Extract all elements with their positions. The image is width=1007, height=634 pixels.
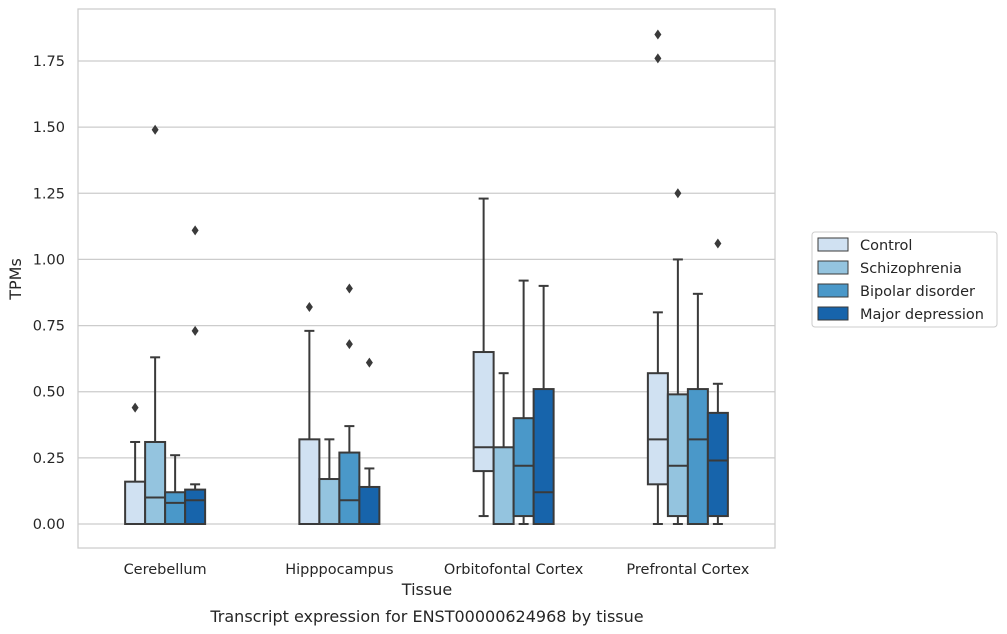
box-iqr	[144, 440, 167, 525]
box-schizophrenia	[492, 372, 515, 526]
box-iqr	[338, 451, 361, 525]
box-bipolar-disorder	[686, 292, 709, 525]
box-iqr	[686, 388, 709, 525]
grid-lines	[78, 60, 775, 525]
box-iqr	[184, 488, 207, 525]
box-control	[124, 402, 147, 526]
box-iqr	[512, 417, 535, 518]
y-tick-label: 1.00	[33, 252, 65, 268]
box-control	[298, 302, 321, 525]
outlier-point	[151, 124, 159, 135]
box-control	[646, 29, 669, 525]
x-axis-ticks: Cerebellum Hipppocampus Orbitofontal Corte…	[124, 562, 750, 578]
outlier-point	[191, 325, 199, 336]
box-iqr	[298, 438, 321, 525]
box-iqr	[492, 446, 515, 526]
box-major-depression	[184, 225, 207, 525]
y-tick-label: 0.50	[33, 385, 65, 401]
box-control	[472, 197, 495, 518]
y-tick-label: 1.75	[33, 54, 65, 70]
plot-area-frame	[77, 8, 776, 549]
x-tick-label: Orbitofontal Cortex	[444, 562, 584, 578]
y-tick-label: 0.75	[33, 319, 65, 335]
box-major-depression	[358, 357, 381, 525]
legend-swatch	[817, 260, 849, 275]
box-schizophrenia	[666, 188, 689, 525]
outlier-point	[345, 339, 353, 350]
outlier-point	[714, 238, 722, 249]
legend-label: Major depression	[860, 307, 984, 323]
box-iqr	[532, 388, 555, 525]
legend: Control Schizophrenia Bipolar disorder Majo…	[811, 231, 998, 328]
legend-label: Schizophrenia	[860, 261, 962, 277]
legend-swatch	[817, 237, 849, 252]
box-iqr	[706, 411, 729, 518]
legend-swatch	[817, 283, 849, 298]
y-tick-label: 1.50	[33, 120, 65, 136]
y-tick-label: 1.25	[33, 186, 65, 202]
legend-swatch	[817, 306, 849, 321]
box-bipolar-disorder	[512, 279, 535, 525]
box-iqr	[666, 393, 689, 518]
box-plot-marks	[124, 29, 729, 526]
box-schizophrenia	[318, 438, 341, 525]
box-iqr	[124, 480, 147, 526]
x-axis-label: Tissue	[401, 580, 452, 599]
x-tick-label: Prefrontal Cortex	[626, 562, 749, 578]
box-bipolar-disorder	[338, 283, 361, 525]
outlier-point	[345, 283, 353, 294]
chart-caption: Transcript expression for ENST0000062496…	[209, 607, 643, 626]
outlier-point	[674, 188, 682, 199]
legend-label: Bipolar disorder	[860, 284, 975, 300]
x-tick-label: Hipppocampus	[285, 562, 393, 578]
x-tick-label: Cerebellum	[124, 562, 207, 578]
legend-label: Control	[860, 238, 912, 254]
outlier-point	[305, 302, 313, 313]
box-iqr	[646, 372, 669, 486]
outlier-point	[131, 402, 139, 413]
box-iqr	[358, 485, 381, 525]
outlier-point	[365, 357, 373, 368]
box-iqr	[318, 478, 341, 525]
box-bipolar-disorder	[164, 454, 187, 526]
outlier-point	[654, 53, 662, 64]
box-major-depression	[706, 238, 729, 525]
outlier-point	[191, 225, 199, 236]
y-axis-ticks: 0.00 0.25 0.50 0.75 1.00 1.25 1.50 1.75	[33, 54, 65, 533]
box-iqr	[472, 351, 495, 473]
box-major-depression	[532, 284, 555, 525]
box-schizophrenia	[144, 124, 167, 525]
y-axis-label: TPMs	[6, 258, 25, 301]
box-iqr	[164, 491, 187, 526]
outlier-point	[654, 29, 662, 40]
y-tick-label: 0.25	[33, 451, 65, 467]
legend-frame	[811, 231, 998, 328]
y-tick-label: 0.00	[33, 517, 65, 533]
